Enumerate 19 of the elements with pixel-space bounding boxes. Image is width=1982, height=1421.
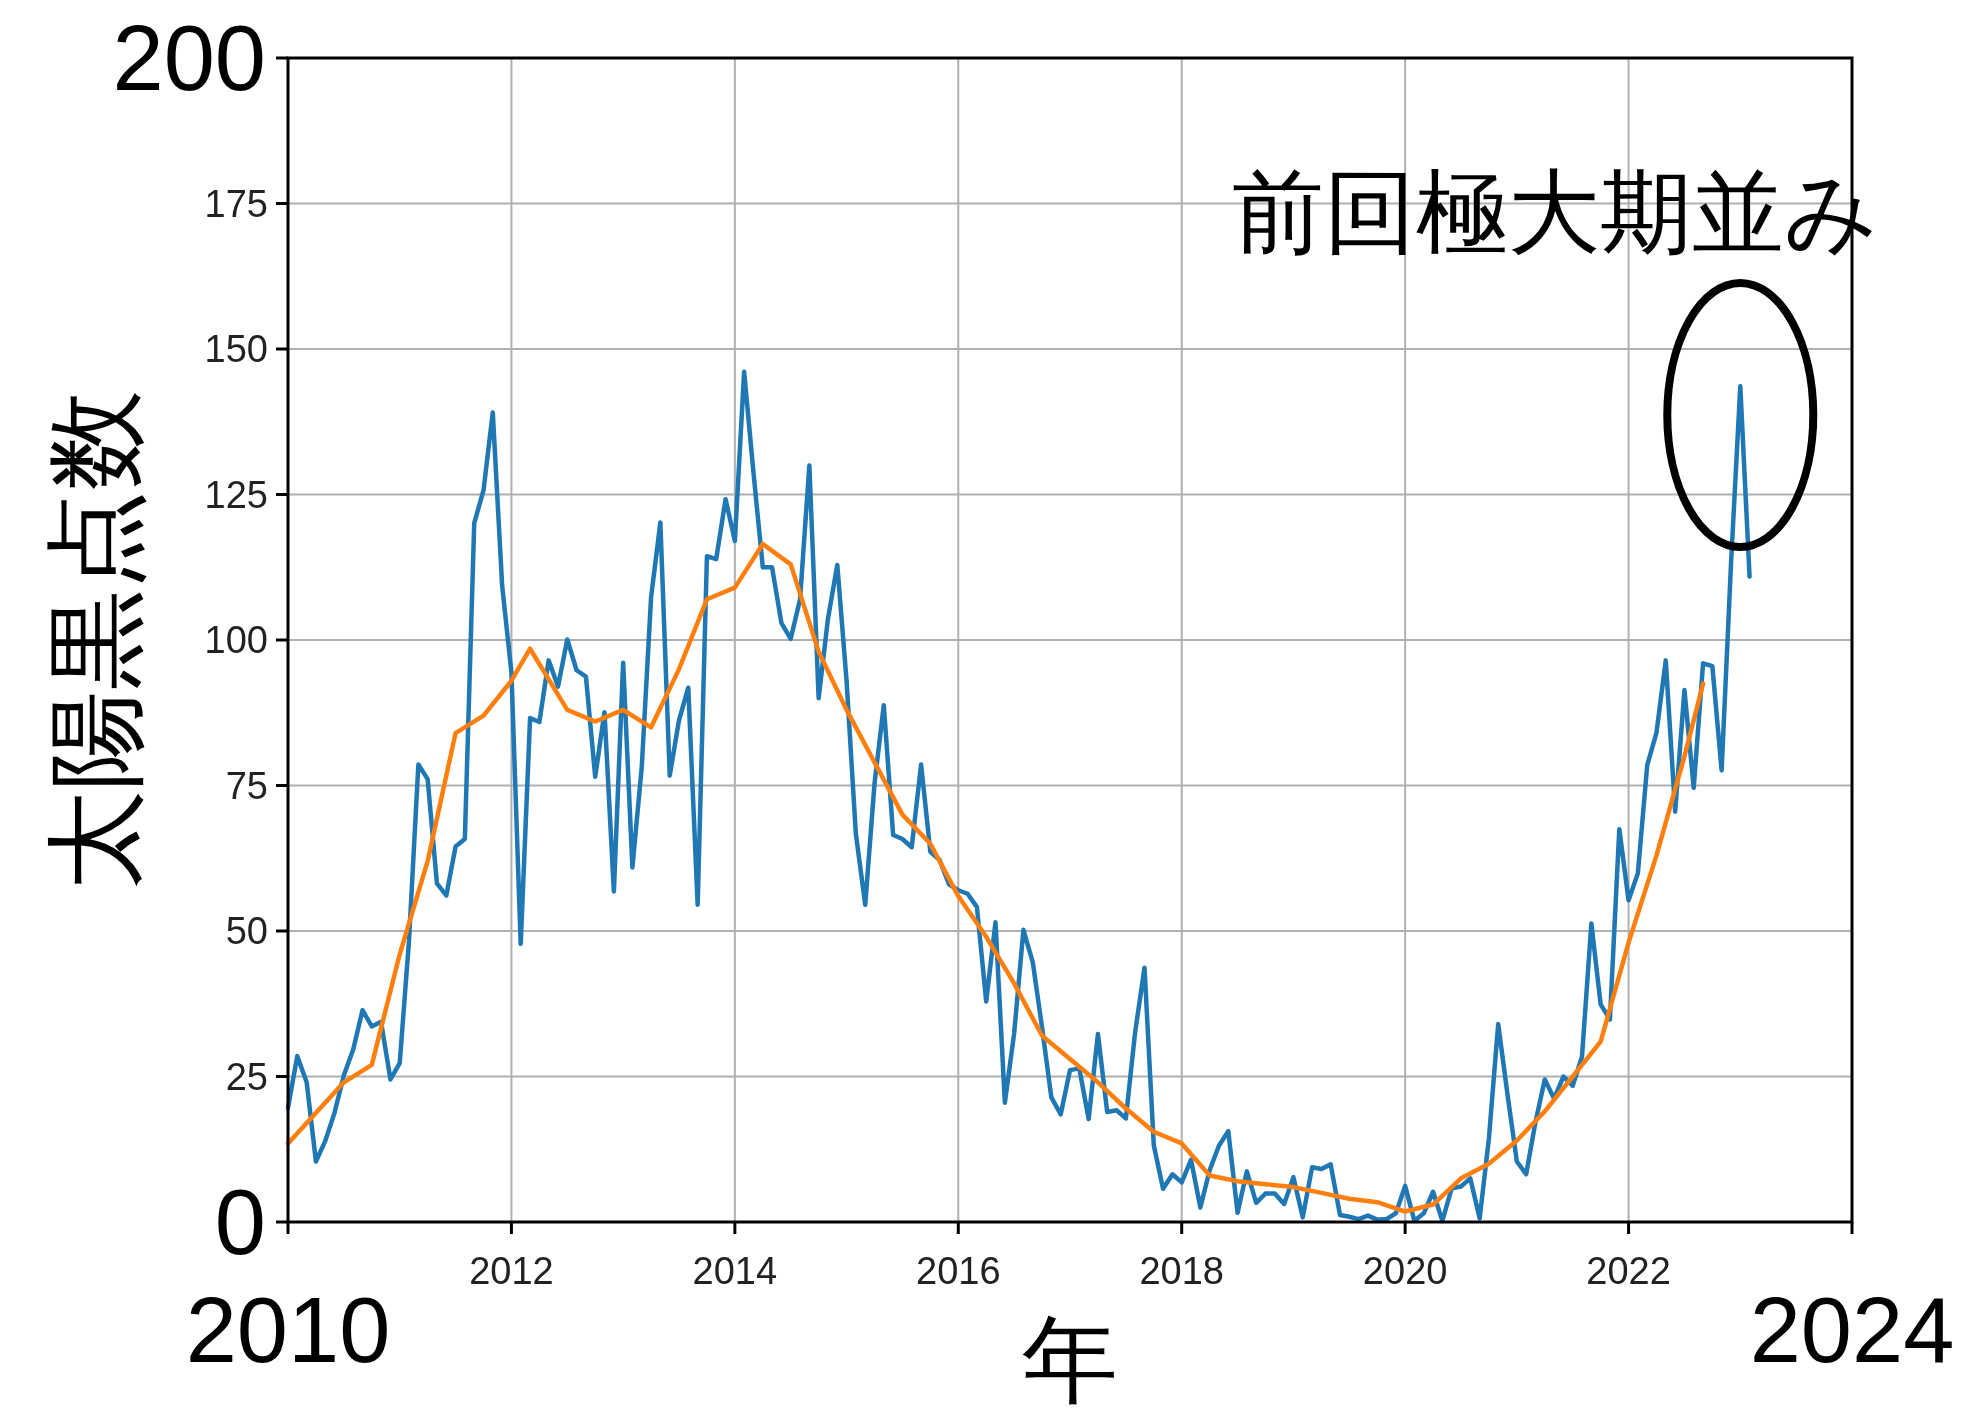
y-tick-label: 100 <box>204 619 268 661</box>
text: 2010 <box>185 1279 391 1381</box>
y-tick-label: 150 <box>204 328 268 370</box>
text: 2024 <box>1749 1279 1955 1381</box>
x-tick-label: 2022 <box>1586 1250 1671 1292</box>
x-tick-label: 2012 <box>469 1250 554 1292</box>
x-tick-label: 2016 <box>916 1250 1001 1292</box>
y-tick-label: 50 <box>225 910 268 952</box>
x-axis-title: 年 <box>1022 1306 1118 1413</box>
y-tick-label: 75 <box>225 764 268 807</box>
x-tick-label: 2018 <box>1139 1250 1224 1292</box>
y-tick-label: 25 <box>225 1055 268 1098</box>
text: 0 <box>214 1171 266 1273</box>
y-axis-title: 太陽黒点数 <box>39 390 151 890</box>
y-tick-label: 175 <box>204 182 268 225</box>
text: 200 <box>112 7 266 109</box>
x-tick-label: 2014 <box>692 1250 778 1292</box>
y-tick-label: 125 <box>204 473 268 516</box>
x-tick-label: 2020 <box>1362 1250 1448 1292</box>
